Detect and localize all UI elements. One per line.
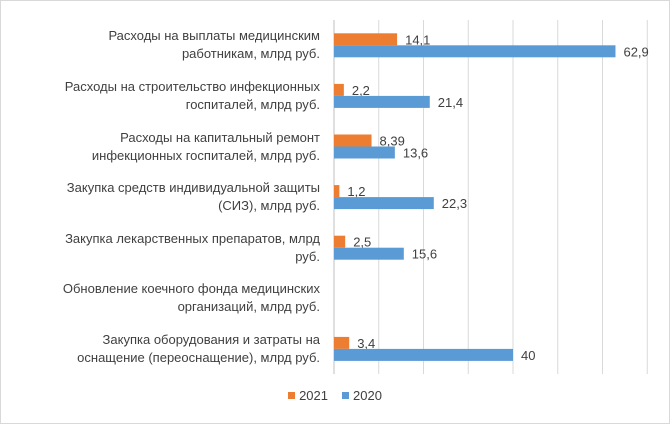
category-label-line: Расходы на выплаты медицинским (108, 28, 320, 44)
category-label-line: оснащение (переоснащение), млрд руб. (77, 349, 320, 365)
bar-2020 (334, 45, 616, 58)
data-label-2020: 13,6 (403, 146, 428, 161)
legend-swatch-2021 (288, 392, 296, 399)
bar-2021 (334, 83, 344, 96)
bar-2021 (334, 235, 346, 248)
bar-2020 (334, 247, 404, 260)
data-label-2021: 1,2 (347, 184, 365, 199)
category-label-line: руб. (295, 248, 320, 264)
legend-item-2020: 2020 (342, 388, 382, 403)
bar-2020 (334, 146, 395, 159)
legend-item-2021: 2021 (288, 388, 328, 403)
data-label-2020: 15,6 (412, 247, 437, 262)
category-label: Закупка средств индивидуальной защиты (СИ… (10, 179, 320, 215)
category-label-line: организаций, млрд руб. (177, 299, 320, 315)
data-label-2020: 62,9 (623, 44, 648, 59)
data-label-2020: 21,4 (438, 95, 463, 110)
category-label-line: Расходы на строительство инфекционных (64, 78, 320, 94)
category-label-line: Обновление коечного фонда медицинских (62, 281, 320, 297)
category-label-line: Закупка средств индивидуальной защиты (66, 180, 320, 196)
legend: 2021 2020 (0, 388, 670, 403)
legend-label-2021: 2021 (299, 388, 328, 403)
category-label-line: (СИЗ), млрд руб. (218, 198, 320, 214)
category-label: Расходы на капитальный ремонт инфекционны… (10, 129, 320, 165)
bar-2021 (334, 336, 350, 349)
category-label: Закупка оборудования и затраты на оснащен… (10, 331, 320, 367)
category-label-line: Закупка лекарственных препаратов, млрд (65, 230, 320, 246)
category-label-line: Расходы на капитальный ремонт (120, 129, 320, 145)
category-label-line: Закупка оборудования и затраты на (102, 331, 320, 347)
legend-label-2020: 2020 (353, 388, 382, 403)
category-label: Закупка лекарственных препаратов, млрд ру… (10, 230, 320, 266)
bar-2021 (334, 185, 340, 198)
data-label-2021: 8,39 (380, 134, 405, 149)
category-label-line: работникам, млрд руб. (181, 46, 320, 62)
category-label-line: госпиталей, млрд руб. (185, 96, 320, 112)
data-label-2021: 14,1 (405, 32, 430, 47)
bar-2021 (334, 134, 372, 147)
bar-2020 (334, 197, 434, 210)
bar-2020 (334, 95, 430, 108)
data-label-2021: 3,4 (357, 336, 375, 351)
category-label: Расходы на выплаты медицинским работникам… (10, 27, 320, 63)
data-label-2020: 22,3 (442, 196, 467, 211)
data-label-2020: 40 (521, 348, 535, 363)
bar-2020 (334, 348, 513, 361)
data-label-2021: 2,5 (353, 235, 371, 250)
category-label: Расходы на строительство инфекционных гос… (10, 78, 320, 114)
category-label: Обновление коечного фонда медицинских орг… (10, 280, 320, 316)
bar-2021 (334, 33, 398, 46)
legend-swatch-2020 (342, 392, 349, 399)
category-label-line: инфекционных госпиталей, млрд руб. (91, 147, 320, 163)
data-label-2021: 2,2 (352, 83, 370, 98)
